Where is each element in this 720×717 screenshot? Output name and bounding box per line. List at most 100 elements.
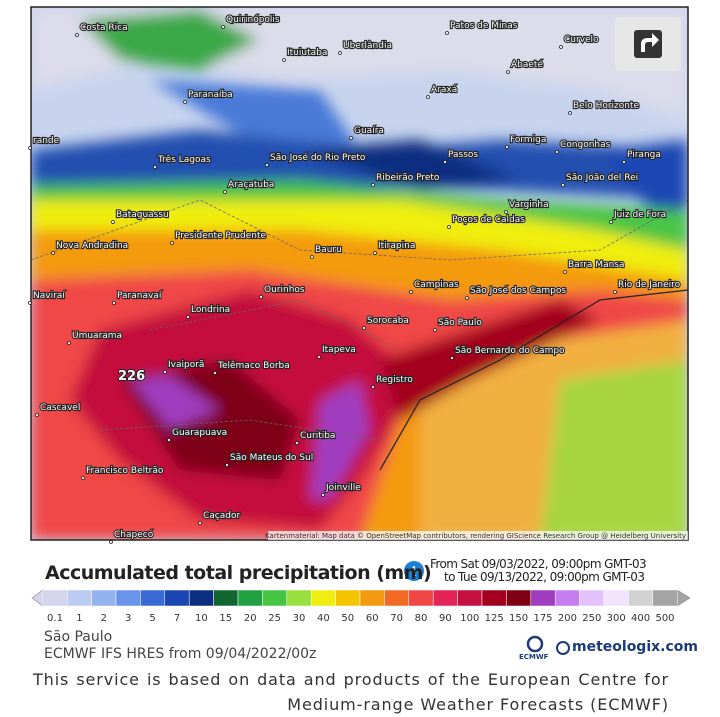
scale-swatch bbox=[262, 589, 288, 607]
share-icon[interactable] bbox=[634, 30, 662, 58]
share-arrow[interactable] bbox=[641, 33, 659, 52]
city-dot bbox=[282, 58, 286, 62]
city-label: Rio de Janeiro bbox=[618, 280, 681, 290]
scale-swatch bbox=[286, 589, 312, 607]
scale-label: 200 bbox=[558, 613, 577, 624]
city-label: Ituiutaba bbox=[287, 48, 327, 58]
scale-swatch bbox=[188, 589, 214, 607]
city-label: Cascavel bbox=[40, 403, 80, 413]
info-icon[interactable] bbox=[404, 561, 424, 581]
scale-label: 7 bbox=[174, 613, 180, 624]
city-label: Belo Horizonte bbox=[573, 101, 640, 111]
city-dot bbox=[506, 70, 510, 74]
city-label: Joinville bbox=[325, 483, 361, 493]
scale-swatch bbox=[115, 589, 141, 607]
scale-label: 30 bbox=[293, 613, 306, 624]
city-dot bbox=[622, 160, 626, 164]
scale-label: 100 bbox=[460, 613, 479, 624]
city-dot bbox=[443, 160, 447, 164]
city-label: Registro bbox=[376, 375, 413, 385]
city-label: rande bbox=[33, 136, 60, 146]
city-dot bbox=[371, 385, 375, 389]
city-dot bbox=[35, 413, 39, 417]
city-dot bbox=[28, 301, 32, 305]
city-label: São Bernardo do Campo bbox=[455, 346, 565, 356]
color-scale: 0.1 1 2 3 5 7 10 15 20 25 30 40 50 60 70 80 90 100 125 150 1… bbox=[31, 589, 691, 624]
city-dot bbox=[81, 476, 85, 480]
legend-period-to: to Tue 09/13/2022, 09:00pm GMT-03 bbox=[444, 570, 645, 584]
city-label: Itirapina bbox=[378, 241, 415, 251]
city-dot bbox=[362, 326, 366, 330]
scale-swatch bbox=[603, 589, 629, 607]
scale-swatch bbox=[213, 589, 239, 607]
scale-label: 1 bbox=[76, 613, 82, 624]
service-notice: This service is based on data and produc… bbox=[33, 670, 669, 714]
legend-title: Accumulated total precipitation (mm) bbox=[45, 562, 432, 584]
location: São Paulo bbox=[44, 629, 113, 645]
city-label: Ourinhos bbox=[264, 285, 305, 295]
city-dot bbox=[225, 463, 229, 467]
brand: meteologix.com bbox=[572, 639, 698, 655]
city-label: Quirinópolis bbox=[226, 14, 280, 25]
city-label: Sorocaba bbox=[367, 316, 409, 326]
scale-swatch bbox=[506, 589, 532, 607]
scale-swatch bbox=[408, 589, 434, 607]
city-dot bbox=[167, 438, 171, 442]
city-label: Paranavaí bbox=[117, 291, 162, 301]
scale-swatch bbox=[91, 589, 117, 607]
ecmwf-logo-mark bbox=[526, 635, 544, 653]
scale-label: 40 bbox=[317, 613, 330, 624]
scale-label: 175 bbox=[533, 613, 552, 624]
city-label: Francisco Beltrão bbox=[86, 466, 164, 476]
city-label: Formiga bbox=[510, 135, 546, 145]
scale-swatch bbox=[237, 589, 263, 607]
city-label: Poços de Caldas bbox=[452, 215, 525, 225]
scale-label: 20 bbox=[244, 613, 257, 624]
city-dot bbox=[338, 51, 342, 55]
city-label: Itapeva bbox=[322, 345, 356, 355]
scale-label: 60 bbox=[366, 613, 379, 624]
city-dot bbox=[183, 100, 187, 104]
city-dot bbox=[198, 521, 202, 525]
city-dot bbox=[504, 210, 508, 214]
city-label: Naviraí bbox=[33, 291, 65, 301]
scale-swatch bbox=[359, 589, 385, 607]
city-dot bbox=[153, 165, 157, 169]
info-icon-glyph[interactable]: i bbox=[412, 565, 417, 580]
city-label: Caçador bbox=[203, 511, 240, 521]
city-label: Barra Mansa bbox=[568, 260, 625, 270]
city-dot bbox=[265, 163, 269, 167]
share-button[interactable] bbox=[615, 17, 681, 71]
city-dot bbox=[221, 25, 225, 29]
scale-arrow-left bbox=[31, 589, 44, 607]
city-label: São Mateus do Sul bbox=[230, 453, 313, 463]
precipitation-field bbox=[31, 7, 688, 540]
scale-label: 250 bbox=[582, 613, 601, 624]
city-label: Telêmaco Borba bbox=[217, 360, 290, 371]
city-label: Guarapuava bbox=[172, 428, 227, 438]
city-dot bbox=[295, 441, 299, 445]
city-dot bbox=[426, 95, 430, 99]
scale-label: 300 bbox=[607, 613, 626, 624]
city-dot bbox=[259, 295, 263, 299]
city-dot bbox=[373, 251, 377, 255]
city-label: Varginha bbox=[509, 200, 549, 210]
scale-label: 150 bbox=[509, 613, 528, 624]
city-label: São José do Rio Preto bbox=[270, 152, 366, 163]
city-label: Juiz de Fora bbox=[613, 210, 666, 220]
scale-label: 2 bbox=[101, 613, 107, 624]
scale-label: 3 bbox=[125, 613, 131, 624]
scale-label: 0.1 bbox=[47, 613, 63, 624]
city-label: São José dos Campos bbox=[470, 285, 566, 296]
city-dot bbox=[67, 341, 71, 345]
city-label: São Paulo bbox=[438, 318, 482, 328]
city-label: Curvelo bbox=[564, 35, 599, 45]
model-run: ECMWF IFS HRES from 09/04/2022/00z bbox=[44, 646, 317, 662]
city-labels: Costa Rica Quirinópolis Patos de Minas Curv… bbox=[28, 13, 682, 544]
city-label: Bauru bbox=[315, 245, 342, 255]
city-dot bbox=[450, 356, 454, 360]
city-label: Abaeté bbox=[511, 59, 543, 70]
city-dot bbox=[613, 290, 617, 294]
